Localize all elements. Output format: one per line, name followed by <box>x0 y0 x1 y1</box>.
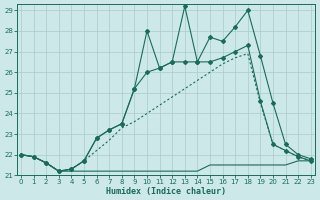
X-axis label: Humidex (Indice chaleur): Humidex (Indice chaleur) <box>106 187 226 196</box>
